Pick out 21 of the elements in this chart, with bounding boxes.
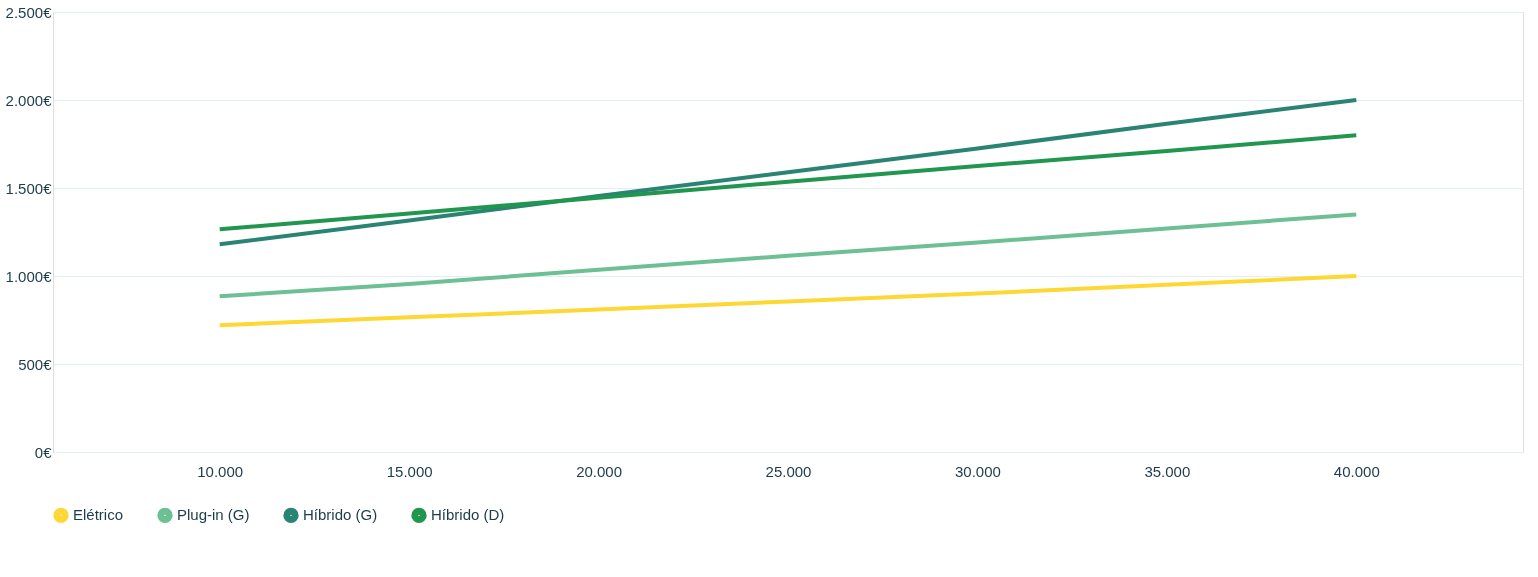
legend-label: Plug-in (G): [177, 506, 250, 524]
legend-label: Híbrido (G): [303, 506, 378, 524]
x-tick-label: 10.000: [197, 462, 244, 480]
legend-label: Elétrico: [73, 506, 124, 524]
x-tick-label: 15.000: [386, 462, 433, 480]
line-series: [217, 274, 1359, 328]
y-tick-label: 2.000€: [5, 91, 53, 109]
legend-label: Híbrido (D): [431, 506, 505, 524]
y-tick-label: 1.500€: [5, 179, 53, 197]
x-tick-label: 40.000: [1333, 462, 1380, 480]
line-series: [217, 133, 1359, 232]
y-tick-label: 0€: [34, 443, 53, 461]
line-series: [217, 212, 1359, 299]
line-series: [217, 98, 1359, 247]
x-tick-label: 25.000: [765, 462, 812, 480]
x-tick-label: 30.000: [954, 462, 1001, 480]
x-tick-label: 20.000: [576, 462, 623, 480]
y-tick-label: 500€: [18, 355, 53, 373]
y-tick-label: 1.000€: [5, 267, 53, 285]
y-tick-label: 2.500€: [5, 3, 53, 21]
x-tick-label: 35.000: [1144, 462, 1191, 480]
